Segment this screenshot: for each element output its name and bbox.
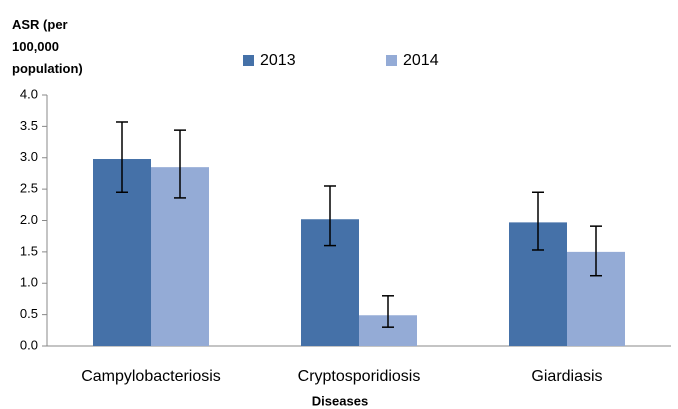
x-tick-label: Campylobacteriosis (81, 368, 221, 385)
x-tick-label: Giardiasis (531, 368, 602, 385)
legend-label: 2014 (403, 52, 439, 69)
legend-swatch (386, 55, 397, 66)
y-tick-label: 2.5 (20, 181, 38, 196)
legend-label: 2013 (260, 52, 296, 69)
y-tick-label: 3.5 (20, 118, 38, 133)
x-axis-label: Diseases (312, 393, 368, 408)
y-tick-label: 2.0 (20, 212, 38, 227)
y-tick-label: 4.0 (20, 86, 38, 101)
y-tick-label: 0.0 (20, 337, 38, 352)
y-tick-label: 1.0 (20, 275, 38, 290)
y-tick-label: 0.5 (20, 306, 38, 321)
y-axis-label: ASR (per 100,000 population) (12, 17, 83, 76)
x-tick-label: Cryptosporidiosis (298, 368, 421, 385)
y-tick-label: 3.0 (20, 149, 38, 164)
y-tick-label: 1.5 (20, 243, 38, 258)
legend-swatch (243, 55, 254, 66)
